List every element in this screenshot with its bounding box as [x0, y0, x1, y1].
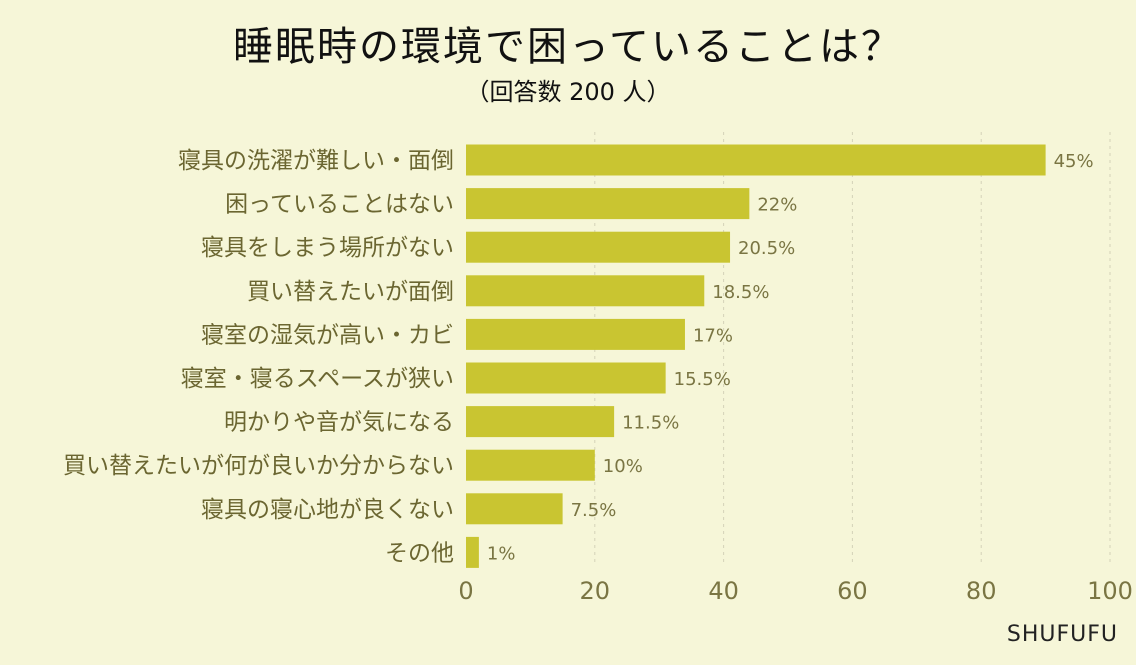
bar: [466, 275, 705, 307]
data-label: 18.5%: [712, 282, 769, 303]
category-label: 寝室・寝るスペースが狭い: [181, 366, 454, 392]
data-label: 45%: [1054, 151, 1094, 172]
bar: [466, 144, 1046, 176]
data-label: 17%: [693, 325, 733, 346]
category-label: その他: [385, 540, 454, 566]
bar: [466, 188, 750, 220]
category-label: 寝具の洗濯が難しい・面倒: [178, 148, 454, 174]
x-tick-label: 0: [458, 577, 473, 605]
data-label: 1%: [487, 543, 516, 564]
data-label: 15.5%: [674, 369, 731, 390]
data-label: 10%: [603, 456, 643, 477]
brand-logo-text: SHUFUFU: [1006, 622, 1118, 647]
bar: [466, 536, 479, 568]
category-label: 買い替えたいが面倒: [247, 279, 454, 305]
category-label: 明かりや音が気になる: [224, 410, 454, 436]
x-tick-label: 80: [966, 577, 997, 605]
bar: [466, 493, 563, 525]
category-label: 寝具の寝心地が良くない: [201, 497, 454, 523]
bar: [466, 362, 666, 394]
category-label: 買い替えたいが何が良いか分からない: [63, 453, 454, 479]
x-tick-label: 60: [837, 577, 868, 605]
data-label: 20.5%: [738, 238, 795, 259]
chart-title: 睡眠時の環境で困っていることは？: [233, 24, 903, 70]
bar: [466, 318, 685, 350]
bar: [466, 406, 615, 438]
category-label: 困っていることはない: [225, 192, 454, 218]
x-tick-label: 100: [1087, 577, 1133, 605]
data-label: 22%: [757, 195, 797, 216]
category-label: 寝具をしまう場所がない: [201, 235, 454, 261]
data-label: 11.5%: [622, 413, 679, 434]
bar: [466, 231, 731, 263]
x-tick-label: 40: [708, 577, 739, 605]
x-tick-label: 20: [580, 577, 611, 605]
data-label: 7.5%: [571, 500, 617, 521]
category-label: 寝室の湿気が高い・カビ: [201, 322, 454, 348]
chart-subtitle: （回答数 200 人）: [465, 78, 671, 106]
bar: [466, 449, 595, 481]
